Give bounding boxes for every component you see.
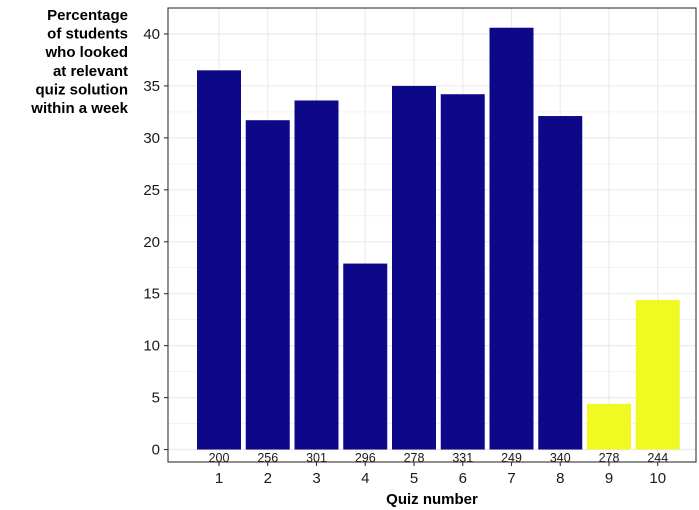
- y-axis-title-line: Percentage: [47, 7, 128, 24]
- y-tick-label: 10: [143, 338, 160, 355]
- plot-border: [167, 7, 697, 463]
- y-tick-label: 15: [143, 286, 160, 303]
- y-axis-title-line: of students: [47, 26, 128, 43]
- y-tick-label: 30: [143, 130, 160, 147]
- bar-quiz-3: [294, 100, 339, 450]
- x-tick-label: 3: [312, 470, 320, 487]
- bar-quiz-5: [392, 85, 436, 450]
- x-axis-title: Quiz number: [386, 491, 478, 508]
- x-tick-label: 10: [649, 470, 666, 487]
- bar-quiz-1: [197, 70, 241, 450]
- y-tick-label: 0: [152, 442, 160, 459]
- x-axis: 1 2 3 4 5 6 7 8 9 10: [215, 462, 666, 487]
- bar-quiz-7: [489, 27, 534, 450]
- x-tick-label: 9: [605, 470, 613, 487]
- bars: [197, 27, 680, 450]
- x-tick-label: 7: [507, 470, 515, 487]
- x-tick-label: 2: [264, 470, 272, 487]
- bar-quiz-6: [440, 94, 485, 450]
- x-tick-label: 6: [459, 470, 467, 487]
- y-tick-label: 20: [143, 234, 160, 251]
- x-tick-label: 8: [556, 470, 564, 487]
- y-tick-label: 25: [143, 182, 160, 199]
- bar-quiz-9: [587, 403, 631, 450]
- x-tick-label: 5: [410, 470, 418, 487]
- y-axis-title-line: who looked: [45, 44, 129, 61]
- y-tick-label: 40: [143, 26, 160, 43]
- x-tick-label: 1: [215, 470, 223, 487]
- y-axis-title-line: quiz solution: [36, 81, 128, 98]
- y-axis: 0 5 10 15 20 25 30 35 40: [143, 26, 168, 459]
- bar-quiz-10: [635, 299, 680, 450]
- bar-quiz-8: [538, 116, 583, 450]
- bar-quiz-4: [343, 263, 388, 450]
- bar-quiz-2: [245, 120, 290, 450]
- y-tick-label: 35: [143, 78, 160, 95]
- y-axis-title-line: within a week: [30, 100, 128, 117]
- y-axis-title-line: at relevant: [53, 63, 128, 80]
- x-tick-label: 4: [361, 470, 369, 487]
- y-tick-label: 5: [152, 390, 160, 407]
